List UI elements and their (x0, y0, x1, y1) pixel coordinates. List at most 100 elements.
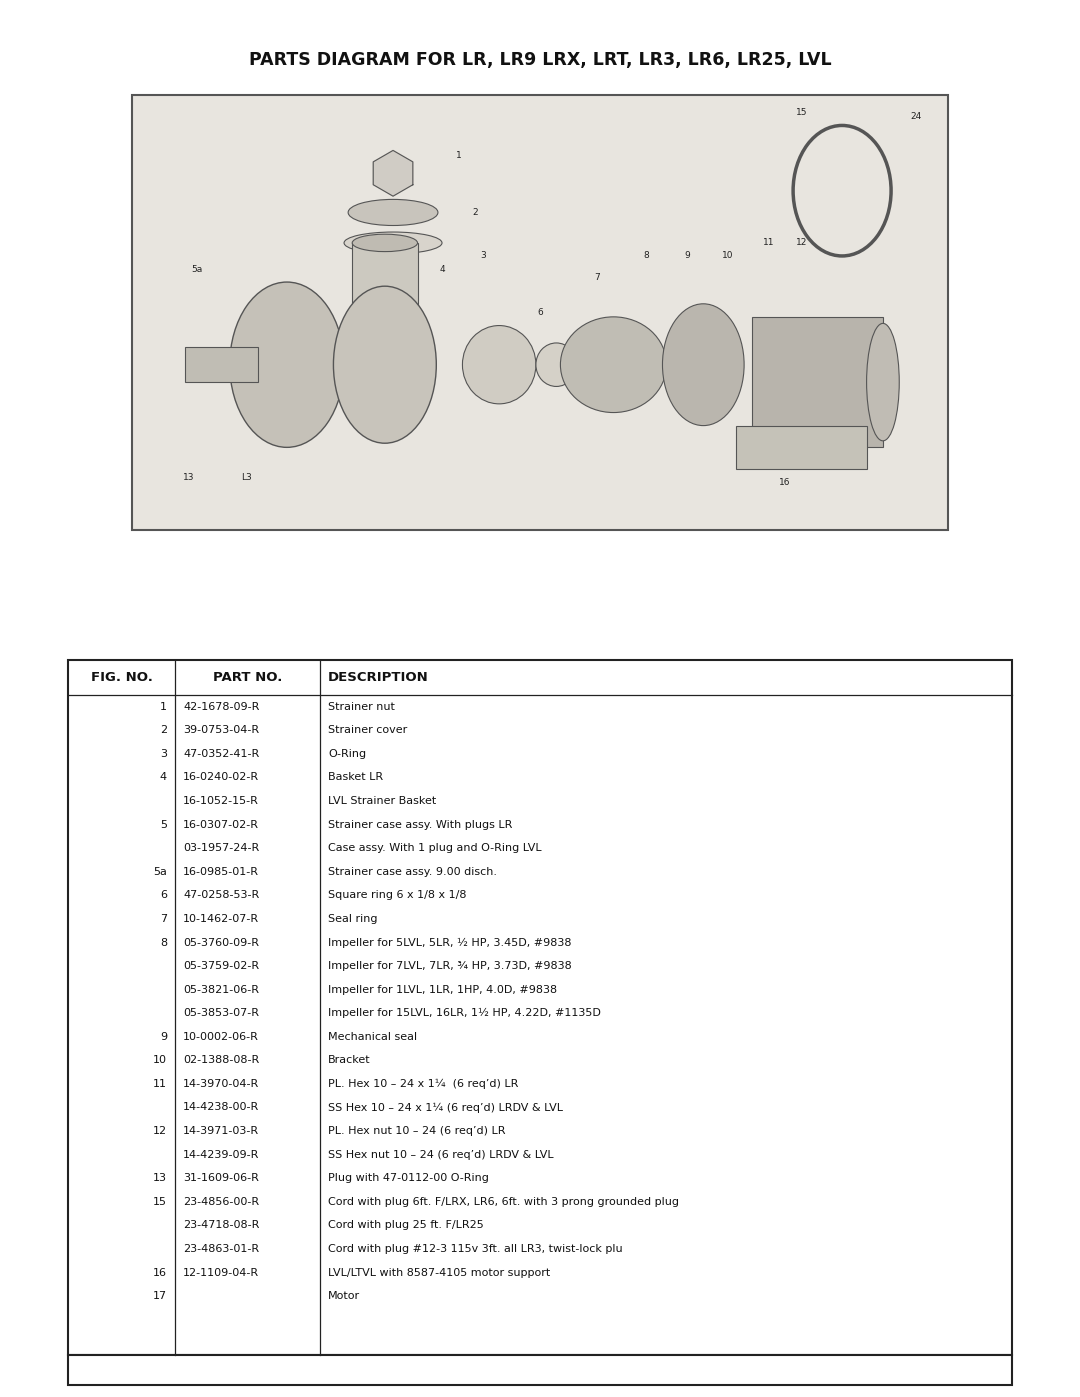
Text: 31-1609-06-R: 31-1609-06-R (183, 1173, 259, 1183)
Text: O-Ring: O-Ring (328, 749, 366, 759)
Text: Plug with 47-0112-00 O-Ring: Plug with 47-0112-00 O-Ring (328, 1173, 489, 1183)
Ellipse shape (230, 282, 345, 447)
Text: Motor: Motor (328, 1291, 360, 1301)
Bar (735, 426, 866, 469)
Text: 4: 4 (440, 264, 445, 274)
Text: 10: 10 (723, 251, 733, 260)
Text: 14-4239-09-R: 14-4239-09-R (183, 1150, 259, 1160)
Text: 11: 11 (762, 239, 774, 247)
Text: 2: 2 (160, 725, 167, 735)
Text: Impeller for 15LVL, 16LR, 1½ HP, 4.22D, #1135D: Impeller for 15LVL, 16LR, 1½ HP, 4.22D, … (328, 1009, 600, 1018)
Text: 14-3971-03-R: 14-3971-03-R (183, 1126, 259, 1136)
Text: Strainer case assy. With plugs LR: Strainer case assy. With plugs LR (328, 820, 512, 830)
Text: 02-1388-08-R: 02-1388-08-R (183, 1055, 259, 1066)
Bar (68, 659, 1012, 1355)
Text: 6: 6 (537, 307, 543, 317)
Text: 16-0307-02-R: 16-0307-02-R (183, 820, 259, 830)
Text: Basket LR: Basket LR (328, 773, 383, 782)
Text: 7: 7 (160, 914, 167, 923)
Text: 16-0985-01-R: 16-0985-01-R (183, 866, 259, 877)
Ellipse shape (348, 200, 438, 225)
Text: 23-4863-01-R: 23-4863-01-R (183, 1243, 259, 1255)
Text: Case assy. With 1 plug and O-Ring LVL: Case assy. With 1 plug and O-Ring LVL (328, 844, 542, 854)
Text: Impeller for 7LVL, 7LR, ¾ HP, 3.73D, #9838: Impeller for 7LVL, 7LR, ¾ HP, 3.73D, #98… (328, 961, 571, 971)
Text: 10-0002-06-R: 10-0002-06-R (183, 1032, 259, 1042)
Text: 05-3759-02-R: 05-3759-02-R (183, 961, 259, 971)
Text: Impeller for 1LVL, 1LR, 1HP, 4.0D, #9838: Impeller for 1LVL, 1LR, 1HP, 4.0D, #9838 (328, 985, 557, 995)
Text: 03-1957-24-R: 03-1957-24-R (183, 844, 259, 854)
Text: Cord with plug 25 ft. F/LR25: Cord with plug 25 ft. F/LR25 (328, 1221, 484, 1231)
Text: 05-3853-07-R: 05-3853-07-R (183, 1009, 259, 1018)
Text: Strainer nut: Strainer nut (328, 701, 395, 712)
Text: 8: 8 (644, 251, 649, 260)
Text: 5a: 5a (153, 866, 167, 877)
Text: SS Hex 10 – 24 x 1¼ (6 req’d) LRDV & LVL: SS Hex 10 – 24 x 1¼ (6 req’d) LRDV & LVL (328, 1102, 563, 1112)
Ellipse shape (866, 323, 900, 441)
Text: 23-4718-08-R: 23-4718-08-R (183, 1221, 259, 1231)
Bar (132, 95, 948, 529)
Ellipse shape (561, 317, 666, 412)
Text: Impeller for 5LVL, 5LR, ½ HP, 3.45D, #9838: Impeller for 5LVL, 5LR, ½ HP, 3.45D, #98… (328, 937, 571, 947)
Text: 23-4856-00-R: 23-4856-00-R (183, 1197, 259, 1207)
Text: 6: 6 (160, 890, 167, 900)
Text: 5a: 5a (191, 264, 203, 274)
Text: 4: 4 (160, 773, 167, 782)
Text: 17: 17 (153, 1291, 167, 1301)
Text: 12-1109-04-R: 12-1109-04-R (183, 1267, 259, 1277)
Text: 9: 9 (160, 1032, 167, 1042)
Ellipse shape (462, 326, 536, 404)
Text: PARTS DIAGRAM FOR LR, LR9 LRX, LRT, LR3, LR6, LR25, LVL: PARTS DIAGRAM FOR LR, LR9 LRX, LRT, LR3,… (248, 52, 832, 68)
Text: FIG. NO.: FIG. NO. (91, 671, 152, 685)
Text: Bracket: Bracket (328, 1055, 370, 1066)
Text: 2: 2 (472, 208, 477, 217)
Text: 47-0258-53-R: 47-0258-53-R (183, 890, 259, 900)
Text: 12: 12 (153, 1126, 167, 1136)
Text: SS Hex nut 10 – 24 (6 req’d) LRDV & LVL: SS Hex nut 10 – 24 (6 req’d) LRDV & LVL (328, 1150, 554, 1160)
Text: L3: L3 (241, 474, 252, 482)
Bar (753, 317, 883, 447)
Text: 42-1678-09-R: 42-1678-09-R (183, 701, 259, 712)
Text: 05-3760-09-R: 05-3760-09-R (183, 937, 259, 947)
Text: Cord with plug 6ft. F/LRX, LR6, 6ft. with 3 prong grounded plug: Cord with plug 6ft. F/LRX, LR6, 6ft. wit… (328, 1197, 679, 1207)
Text: 16-1052-15-R: 16-1052-15-R (183, 796, 259, 806)
Text: 16-0240-02-R: 16-0240-02-R (183, 773, 259, 782)
Text: 11: 11 (153, 1078, 167, 1088)
Text: PL. Hex 10 – 24 x 1¼  (6 req’d) LR: PL. Hex 10 – 24 x 1¼ (6 req’d) LR (328, 1078, 518, 1090)
Text: 47-0352-41-R: 47-0352-41-R (183, 749, 259, 759)
Text: 15: 15 (796, 108, 807, 117)
Text: 05-3821-06-R: 05-3821-06-R (183, 985, 259, 995)
Text: 12: 12 (796, 239, 807, 247)
Text: 10-1462-07-R: 10-1462-07-R (183, 914, 259, 923)
Text: 16: 16 (153, 1267, 167, 1277)
Text: 3: 3 (160, 749, 167, 759)
Ellipse shape (334, 286, 436, 443)
Text: Mechanical seal: Mechanical seal (328, 1032, 417, 1042)
Text: 14-3970-04-R: 14-3970-04-R (183, 1078, 259, 1088)
Text: 13: 13 (153, 1173, 167, 1183)
Text: PL. Hex nut 10 – 24 (6 req’d) LR: PL. Hex nut 10 – 24 (6 req’d) LR (328, 1126, 505, 1136)
Ellipse shape (345, 232, 442, 254)
Text: 13: 13 (184, 474, 194, 482)
Bar (185, 348, 258, 383)
Text: Strainer cover: Strainer cover (328, 725, 407, 735)
Bar (352, 243, 418, 338)
Text: Square ring 6 x 1/8 x 1/8: Square ring 6 x 1/8 x 1/8 (328, 890, 467, 900)
Text: Strainer case assy. 9.00 disch.: Strainer case assy. 9.00 disch. (328, 866, 497, 877)
Text: 7: 7 (594, 274, 600, 282)
Text: PART NO.: PART NO. (213, 671, 282, 685)
Text: 14-4238-00-R: 14-4238-00-R (183, 1102, 259, 1112)
Text: 1: 1 (456, 151, 461, 161)
Ellipse shape (662, 303, 744, 426)
Text: LVL/LTVL with 8587-4105 motor support: LVL/LTVL with 8587-4105 motor support (328, 1267, 550, 1277)
Text: 8: 8 (160, 937, 167, 947)
Text: 39-0753-04-R: 39-0753-04-R (183, 725, 259, 735)
Text: 15: 15 (153, 1197, 167, 1207)
Text: 10: 10 (153, 1055, 167, 1066)
Text: 16: 16 (779, 478, 791, 486)
Text: 9: 9 (684, 251, 690, 260)
Text: Cord with plug #12-3 115v 3ft. all LR3, twist-lock plu: Cord with plug #12-3 115v 3ft. all LR3, … (328, 1243, 623, 1255)
Ellipse shape (352, 235, 418, 251)
Text: 1: 1 (160, 701, 167, 712)
Polygon shape (374, 151, 413, 196)
Text: DESCRIPTION: DESCRIPTION (328, 671, 429, 685)
